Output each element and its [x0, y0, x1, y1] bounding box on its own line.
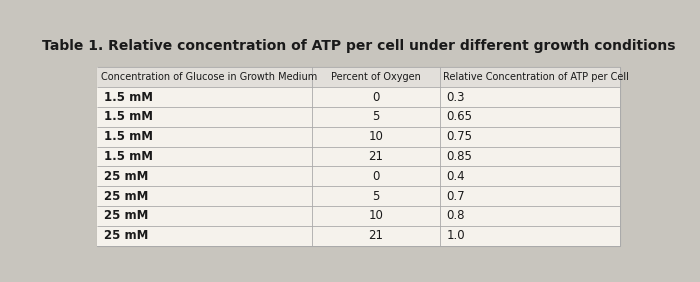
Bar: [97, 147, 620, 166]
Bar: [97, 186, 620, 206]
Bar: [97, 226, 620, 246]
Text: Relative Concentration of ATP per Cell: Relative Concentration of ATP per Cell: [443, 72, 629, 82]
Text: 21: 21: [368, 229, 383, 242]
Text: Concentration of Glucose in Growth Medium: Concentration of Glucose in Growth Mediu…: [101, 72, 317, 82]
Text: 0.65: 0.65: [447, 111, 473, 124]
Text: 10: 10: [368, 209, 383, 222]
Text: 0: 0: [372, 170, 379, 183]
Bar: [97, 87, 620, 107]
Text: 1.5 mM: 1.5 mM: [104, 91, 153, 104]
Text: 0.85: 0.85: [447, 150, 473, 163]
Text: 1.5 mM: 1.5 mM: [104, 111, 153, 124]
Text: 10: 10: [368, 130, 383, 143]
Text: 0.7: 0.7: [447, 190, 465, 202]
Bar: [97, 206, 620, 226]
Text: 25 mM: 25 mM: [104, 209, 148, 222]
Text: 1.5 mM: 1.5 mM: [104, 150, 153, 163]
Text: 5: 5: [372, 111, 379, 124]
Text: 0.75: 0.75: [447, 130, 473, 143]
Bar: [97, 67, 620, 246]
Text: 21: 21: [368, 150, 383, 163]
Text: Percent of Oxygen: Percent of Oxygen: [331, 72, 421, 82]
Bar: [97, 166, 620, 186]
Text: 25 mM: 25 mM: [104, 190, 148, 202]
Text: 25 mM: 25 mM: [104, 229, 148, 242]
Bar: [97, 67, 620, 87]
Text: 25 mM: 25 mM: [104, 170, 148, 183]
Text: 0.4: 0.4: [447, 170, 465, 183]
Text: 1.5 mM: 1.5 mM: [104, 130, 153, 143]
Text: 1.0: 1.0: [447, 229, 465, 242]
Bar: [97, 127, 620, 147]
Text: 5: 5: [372, 190, 379, 202]
Text: 0.3: 0.3: [447, 91, 465, 104]
Text: 0.8: 0.8: [447, 209, 465, 222]
Text: 0: 0: [372, 91, 379, 104]
Text: Table 1. Relative concentration of ATP per cell under different growth condition: Table 1. Relative concentration of ATP p…: [42, 39, 676, 53]
Bar: [97, 107, 620, 127]
